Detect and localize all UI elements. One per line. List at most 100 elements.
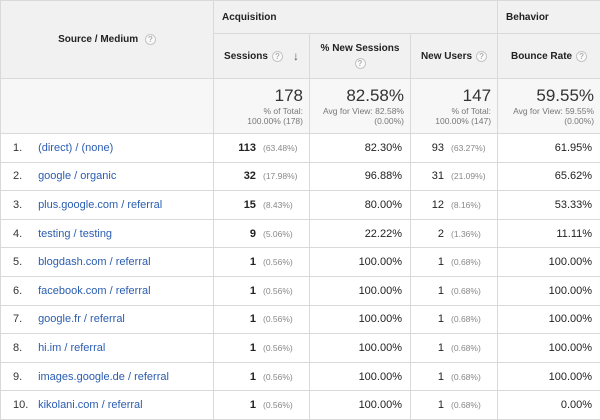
bounce-rate-value: 100.00% <box>548 256 593 269</box>
pct-new-sessions-cell: 80.00% <box>309 190 411 220</box>
pct-new-sessions-value: 100.00% <box>358 341 402 354</box>
new-users-value: 1 <box>437 256 444 269</box>
new-users-percent: (8.16%) <box>451 199 481 210</box>
sessions-cell: 15 (8.43%) <box>213 190 310 220</box>
new-users-percent: (0.68%) <box>451 257 481 268</box>
help-icon[interactable]: ? <box>476 50 488 62</box>
pct-new-sessions-cell: 82.30% <box>309 133 411 163</box>
source-link[interactable]: (direct) / (none) <box>38 141 114 154</box>
source-link[interactable]: images.google.de / referral <box>38 370 169 383</box>
new-users-value: 2 <box>437 227 444 240</box>
source-link[interactable]: kikolani.com / referral <box>38 399 143 412</box>
pct-new-sessions-header[interactable]: % New Sessions ? <box>309 33 411 79</box>
acquisition-group-header: Acquisition <box>212 0 499 34</box>
help-icon[interactable]: ? <box>576 50 588 62</box>
total-bounce-rate-value: 59.55% <box>536 86 595 105</box>
sessions-cell: 1 (0.56%) <box>213 247 310 277</box>
new-users-cell: 2 (1.36%) <box>409 218 499 249</box>
row-number: 7. <box>13 313 23 326</box>
new-users-percent: (1.36%) <box>451 228 481 239</box>
sessions-value: 9 <box>249 227 256 240</box>
sessions-value: 1 <box>249 370 256 383</box>
sessions-value: 1 <box>249 313 256 326</box>
new-users-label: New Users <box>420 50 473 62</box>
table-row: 4. testing / testing 9 (5.06%) 22.22% 2 … <box>0 218 600 249</box>
bounce-rate-cell: 61.95% <box>497 133 600 163</box>
sessions-cell: 32 (17.98%) <box>213 161 310 192</box>
source-medium-label: Source / Medium <box>58 34 139 46</box>
sort-descending-icon[interactable]: ↓ <box>292 49 299 63</box>
source-link[interactable]: facebook.com / referral <box>38 284 151 297</box>
total-sessions-cell: 178 % of Total: 100.00% (178) <box>213 78 310 134</box>
source-cell: 1. (direct) / (none) <box>0 133 214 163</box>
source-link[interactable]: testing / testing <box>38 227 113 240</box>
new-users-cell: 1 (0.68%) <box>409 361 499 392</box>
new-users-cell: 31 (21.09%) <box>409 161 499 192</box>
pct-new-sessions-value: 96.88% <box>364 170 402 183</box>
pct-new-sessions-value: 100.00% <box>358 399 402 412</box>
sessions-percent: (0.56%) <box>263 371 293 382</box>
source-link[interactable]: plus.google.com / referral <box>38 198 163 211</box>
new-users-value: 1 <box>437 284 444 297</box>
new-users-percent: (0.68%) <box>451 400 481 411</box>
pct-new-sessions-cell: 100.00% <box>309 390 411 420</box>
source-cell: 6. facebook.com / referral <box>0 275 214 306</box>
bounce-rate-cell: 100.00% <box>497 304 600 335</box>
new-users-percent: (21.09%) <box>451 171 486 182</box>
table-row: 5. blogdash.com / referral 1 (0.56%) 100… <box>0 247 600 277</box>
total-new-users-value: 147 <box>462 86 492 105</box>
source-cell: 10. kikolani.com / referral <box>0 390 214 420</box>
pct-new-sessions-value: 82.30% <box>364 141 402 154</box>
total-new-users-cell: 147 % of Total: 100.00% (147) <box>409 78 499 134</box>
new-users-header[interactable]: New Users ? <box>409 33 499 79</box>
source-cell: 9. images.google.de / referral <box>0 361 214 392</box>
bounce-rate-header[interactable]: Bounce Rate ? <box>497 33 600 79</box>
source-medium-header[interactable]: Source / Medium ? <box>0 0 214 79</box>
sessions-header[interactable]: Sessions ? ↓ <box>213 33 310 79</box>
pct-new-sessions-cell: 100.00% <box>309 361 411 392</box>
source-link[interactable]: google / organic <box>38 170 117 183</box>
pct-new-sessions-cell: 100.00% <box>309 333 411 363</box>
row-number: 6. <box>13 284 23 297</box>
pct-new-sessions-cell: 100.00% <box>309 304 411 335</box>
bounce-rate-cell: 100.00% <box>497 275 600 306</box>
total-bounce-rate-cell: 59.55% Avg for View: 59.55% (0.00%) <box>497 78 600 134</box>
total-sessions-value: 178 <box>274 86 303 105</box>
help-icon[interactable]: ? <box>354 58 366 69</box>
bounce-rate-value: 100.00% <box>548 313 593 326</box>
totals-label-cell <box>0 78 214 134</box>
pct-new-sessions-cell: 100.00% <box>309 275 411 306</box>
totals-row: 178 % of Total: 100.00% (178) 82.58% Avg… <box>0 78 600 134</box>
sessions-value: 1 <box>249 256 256 269</box>
source-link[interactable]: google.fr / referral <box>38 313 125 326</box>
new-users-percent: (0.68%) <box>451 285 481 296</box>
total-new-users-note: % of Total: <box>451 106 492 116</box>
sessions-cell: 1 (0.56%) <box>213 304 310 335</box>
pct-new-sessions-value: 100.00% <box>358 370 402 383</box>
new-users-percent: (0.68%) <box>451 314 481 325</box>
new-users-cell: 1 (0.68%) <box>409 247 499 277</box>
sessions-percent: (63.48%) <box>263 142 298 153</box>
pct-new-sessions-label: % New Sessions <box>320 43 400 54</box>
pct-new-sessions-cell: 100.00% <box>309 247 411 277</box>
bounce-rate-value: 65.62% <box>554 170 593 183</box>
pct-new-sessions-value: 100.00% <box>358 256 402 269</box>
pct-new-sessions-value: 100.00% <box>358 284 402 297</box>
pct-new-sessions-value: 100.00% <box>358 313 402 326</box>
new-users-value: 1 <box>437 341 444 354</box>
table-row: 9. images.google.de / referral 1 (0.56%)… <box>0 361 600 392</box>
total-pct-new-sessions-note: (0.00%) <box>374 116 404 126</box>
sessions-percent: (5.06%) <box>263 228 293 239</box>
bounce-rate-value: 11.11% <box>556 227 593 240</box>
new-users-value: 93 <box>431 141 444 154</box>
bounce-rate-value: 0.00% <box>560 399 593 412</box>
bounce-rate-cell: 53.33% <box>497 190 600 220</box>
new-users-percent: (0.68%) <box>451 342 481 353</box>
help-icon[interactable]: ? <box>144 33 156 45</box>
total-sessions-note: % of Total: <box>263 106 303 116</box>
source-link[interactable]: blogdash.com / referral <box>38 256 151 269</box>
sessions-percent: (8.43%) <box>263 199 293 210</box>
source-link[interactable]: hi.im / referral <box>38 341 106 354</box>
help-icon[interactable]: ? <box>271 50 283 62</box>
bounce-rate-value: 61.95% <box>554 141 593 154</box>
